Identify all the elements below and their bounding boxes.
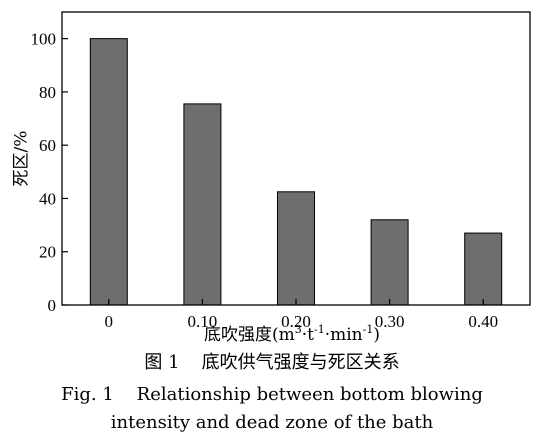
- bars-group: [89, 38, 503, 306]
- y-axis-ticks: 0 20 40 60 80 100: [31, 30, 68, 315]
- figure-title-chinese: 底吹供气强度与死区关系: [201, 352, 400, 373]
- x-tick-label: 0.10: [188, 312, 218, 331]
- y-tick-label: 60: [39, 136, 56, 155]
- bar-chart: 0 20 40 60 80 100 0 0.10 0.20 0.30 0.40 死区/% 底吹强度…: [12, 11, 531, 345]
- x-tick-label: 0.30: [375, 312, 405, 331]
- figure-caption-english-line2: intensity and dead zone of the bath: [110, 412, 434, 433]
- bar-0.10: [183, 103, 222, 306]
- bar-0.40: [464, 232, 503, 306]
- y-tick-label: 40: [39, 189, 56, 208]
- y-tick-label: 80: [39, 83, 56, 102]
- x-tick-label: 0: [105, 312, 114, 331]
- figure-number-chinese: 图 1: [144, 352, 180, 373]
- bar-0.30: [370, 219, 409, 306]
- x-axis-label: 底吹强度(m3·t-1·min-1): [204, 323, 380, 345]
- x-axis-ticks: 0 0.10 0.20 0.30 0.40: [105, 299, 498, 331]
- bar-0: [89, 38, 128, 306]
- y-tick-label: 0: [48, 296, 57, 315]
- y-tick-label: 20: [39, 243, 56, 262]
- bar-0.20: [277, 191, 315, 306]
- y-axis-label: 死区/%: [12, 131, 32, 187]
- figure-caption-english-line1: Fig. 1 Relationship between bottom blowi…: [61, 384, 483, 405]
- figure-caption-chinese: 图 1 底吹供气强度与死区关系: [0, 348, 544, 374]
- y-tick-label: 100: [31, 30, 57, 49]
- x-tick-label: 0.40: [468, 312, 498, 331]
- plot-frame: [61, 11, 531, 306]
- x-tick-label: 0.20: [281, 312, 311, 331]
